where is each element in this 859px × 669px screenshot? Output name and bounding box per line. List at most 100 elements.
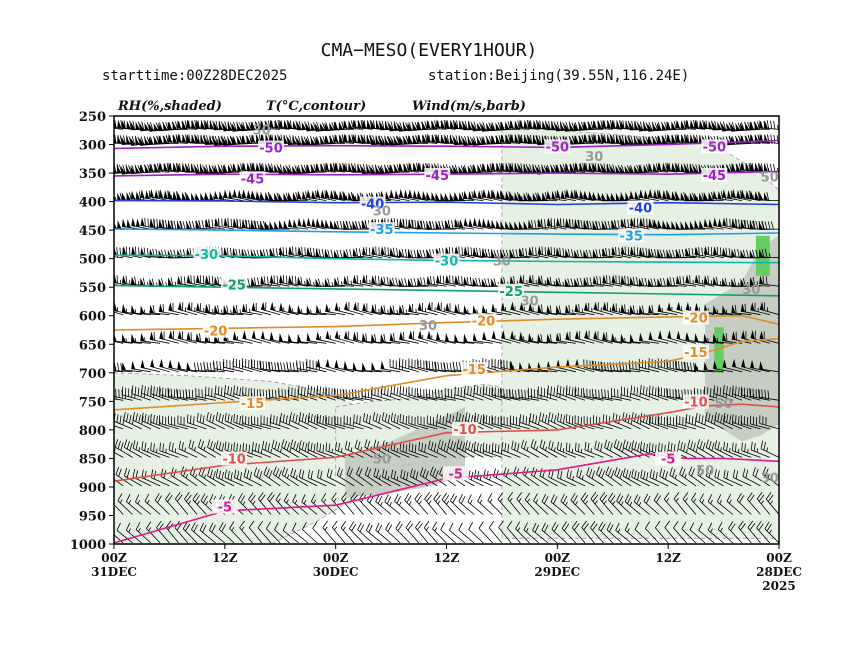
wind-barb [516,492,530,515]
wind-barb [462,164,484,174]
wind-barb [643,493,660,515]
wind-barb [675,120,696,130]
wind-barb [583,415,604,430]
wind-barb [200,493,216,515]
wind-barb [765,492,779,515]
wind-barb [306,358,327,373]
wind-barb [242,358,262,373]
wind-barb [306,164,327,173]
wind-barb [334,415,355,430]
wind-barb [750,415,770,430]
temperature-contour-label: -10 [222,453,246,468]
wind-barb [593,330,613,344]
y-tick-label: 300 [79,139,106,154]
contour-label-bg [618,228,645,243]
wind-barb [546,217,567,230]
wind-barb [616,493,632,515]
wind-barb [150,385,170,401]
wind-barb [472,189,493,201]
wind-barb [732,414,752,430]
wind-barb [560,493,577,515]
wind-barb [435,119,456,130]
wind-barb [473,384,493,401]
wind-barb [723,469,743,487]
wind-barb [260,301,281,316]
wind-barb [132,412,152,430]
wind-barb [258,492,272,515]
wind-barb [546,246,567,259]
wind-barb [491,415,512,430]
wind-barb [296,360,318,373]
wind-barb [114,341,124,344]
wind-barb [417,302,438,316]
rh-contour-label: 30 [742,283,760,298]
wind-barb [697,466,715,487]
wind-barb [325,415,346,430]
wind-barb [628,360,650,373]
wind-barb [124,439,142,458]
wind-barb [390,469,410,487]
wind-barb [218,522,235,544]
wind-barb [591,388,613,401]
wind-barb [491,442,512,458]
wind-barb [325,330,346,344]
wind-barb [726,493,743,515]
wind-barb [384,494,401,515]
wind-barb [528,219,549,230]
wind-barb [533,493,549,515]
temperature-contour [114,139,779,150]
wind-barb [425,388,447,401]
wind-barb [140,332,161,344]
wind-barb [399,442,419,458]
wind-barb [714,412,733,430]
wind-barb [426,275,447,287]
wind-barb [223,164,244,173]
wind-barb [598,521,614,544]
wind-barb [750,302,770,316]
wind-barb [749,121,770,130]
wind-barb [159,386,179,401]
wind-barb [213,164,235,175]
wind-barb [532,522,549,544]
wind-barb [694,362,715,373]
wind-barb [764,521,779,544]
wind-barb [407,278,429,287]
wind-barb [441,492,456,515]
wind-barb [714,469,733,487]
wind-barb [298,469,318,487]
wind-barb [611,387,632,401]
wind-barb [418,441,438,458]
wind-barb [683,361,706,373]
legend-wind: Wind(m/s,barb) [412,99,526,114]
wind-barb [168,441,189,458]
wind-barb [288,246,309,259]
wind-barb [298,440,318,458]
x-tick-label: 12Z [434,551,460,565]
wind-barb [223,217,244,230]
wind-barb [195,387,216,401]
wind-barb [723,412,743,430]
wind-barb [362,274,382,287]
wind-barb [408,386,429,401]
wind-barb [306,217,327,230]
wind-barb [758,221,779,230]
rh-contour-label: 30 [585,150,603,165]
x-tick-year: 2025 [762,579,795,593]
wind-barb [276,362,299,373]
wind-barb [260,415,281,430]
rh-contour-label: 30 [761,471,779,486]
wind-barb [445,274,466,287]
wind-barb [399,331,419,344]
wind-barb [498,520,512,544]
wind-barb [408,162,429,173]
wind-barb [611,302,632,316]
wind-barb [278,192,299,202]
wind-barb [509,249,530,259]
wind-barb [750,441,770,458]
wind-barb [491,330,512,344]
wind-barb [399,358,419,373]
wind-barb [398,304,419,316]
wind-barb [657,134,678,144]
wind-barb [146,521,161,544]
wind-barb [703,361,724,373]
